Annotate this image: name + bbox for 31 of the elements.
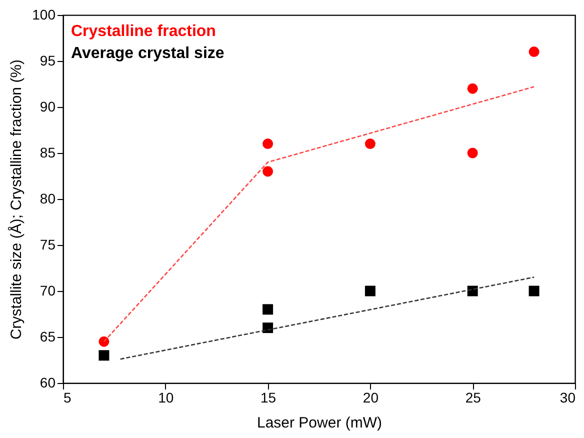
point (262, 166, 274, 177)
x-axis-title: Laser Power (mW) (256, 414, 382, 432)
y-tick-label: 60 (40, 374, 56, 390)
point (364, 138, 376, 150)
x-tick-label: 10 (158, 390, 174, 406)
y-tick-label: 85 (40, 144, 56, 160)
x-tick-label: 5 (64, 390, 72, 406)
point (528, 286, 540, 296)
y-tick-label: 75 (40, 236, 56, 252)
point (98, 350, 110, 361)
point (262, 322, 274, 334)
y-tick-label: 95 (40, 52, 56, 68)
point (364, 286, 376, 296)
x-tick-label: 30 (560, 390, 576, 406)
y-axis-title: Crystallite size (Å); Crystalline fraction (%) (7, 59, 26, 340)
y-tick-label: 80 (40, 190, 56, 206)
y-tick-label: 65 (40, 328, 56, 344)
x-tick-label: 20 (362, 390, 379, 406)
x-tick-label: 15 (260, 390, 276, 406)
point (262, 138, 274, 150)
y-tick-label: 70 (40, 282, 56, 298)
point (262, 304, 274, 315)
y-tick-label: 100 (32, 6, 56, 22)
text: Average crystal size (71, 45, 224, 62)
point (98, 336, 110, 347)
x-tick-label: 25 (465, 390, 482, 406)
text: Crystalline fraction (71, 23, 216, 40)
point (467, 148, 478, 158)
point (528, 46, 540, 58)
y-tick-label: 90 (40, 98, 56, 114)
point (467, 83, 478, 94)
